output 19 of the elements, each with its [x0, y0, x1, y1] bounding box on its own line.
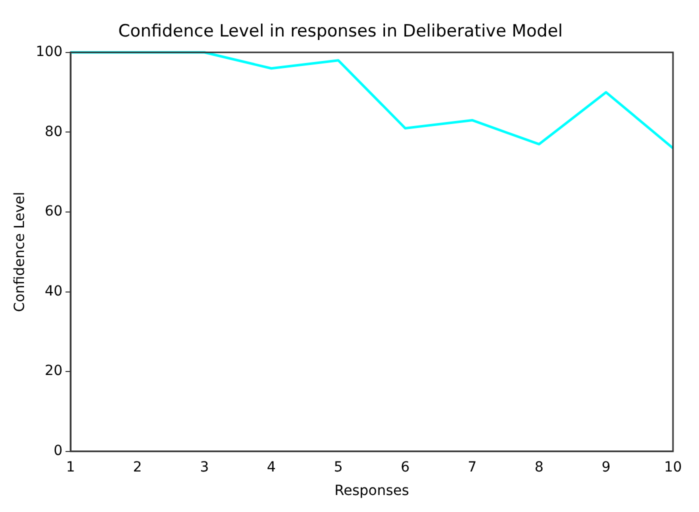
x-tick-label: 2 [133, 459, 142, 476]
y-tick-label: 80 [44, 124, 63, 140]
y-tick-label: 100 [36, 44, 63, 60]
x-tick-label: 3 [200, 459, 209, 476]
y-tick-label: 60 [44, 204, 63, 220]
x-axis-title: Responses [334, 483, 410, 500]
x-tick-label: 4 [266, 459, 276, 476]
x-tick-label: 5 [334, 459, 343, 476]
x-tick-label: 1 [66, 459, 75, 476]
x-tick-label: 10 [664, 459, 682, 476]
y-tick-label: 40 [44, 283, 63, 300]
y-tick-label: 0 [54, 443, 63, 460]
chart-title: Confidence Level in responses in Deliberative Model [118, 22, 563, 42]
x-tick-label: 6 [400, 459, 410, 476]
x-tick-label: 8 [534, 459, 544, 476]
x-tick-label: 7 [468, 459, 477, 476]
y-tick-label: 20 [44, 363, 63, 380]
y-axis-title: Confidence Level [12, 192, 28, 312]
x-tick-label: 9 [602, 459, 611, 476]
